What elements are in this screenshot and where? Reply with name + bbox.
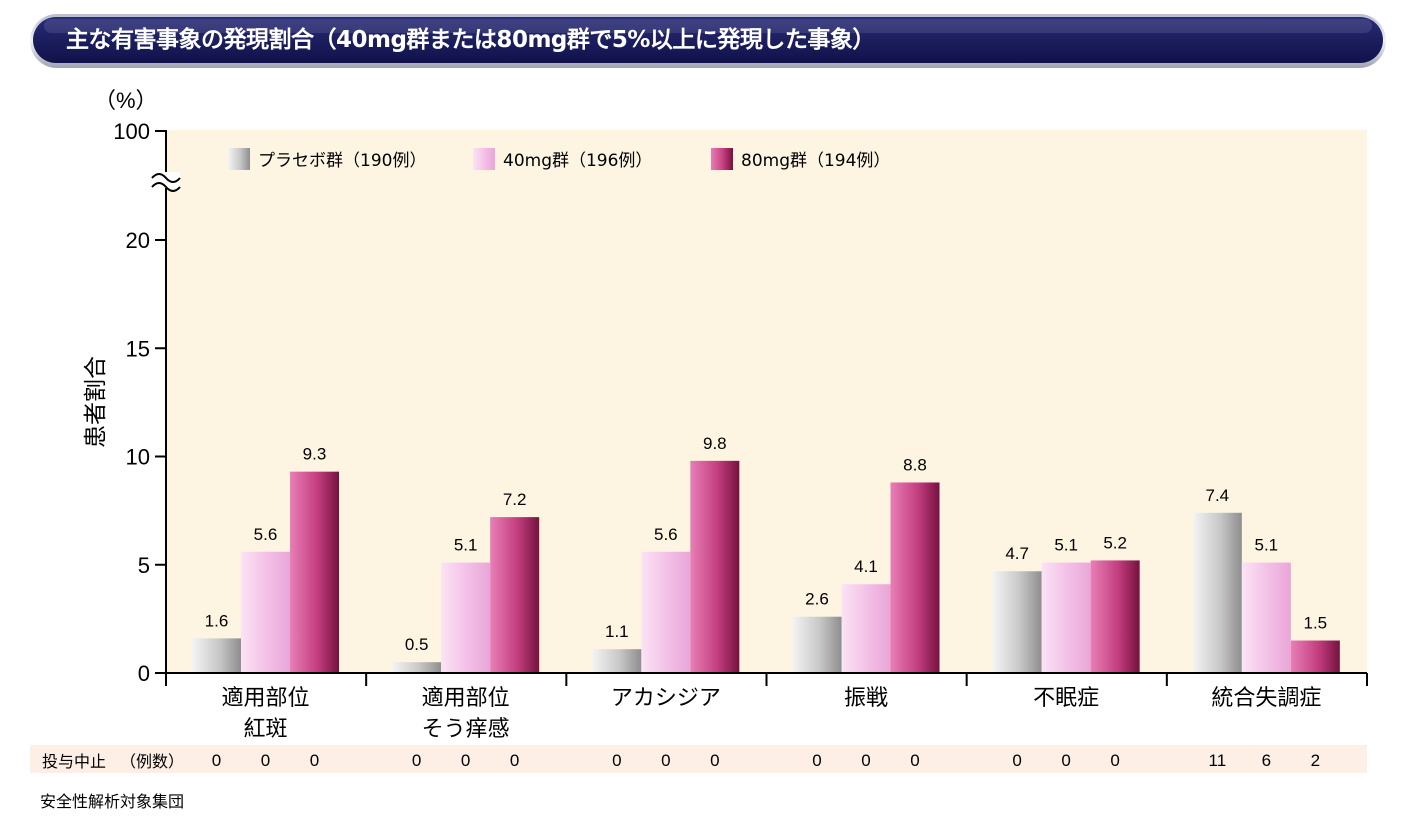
bar-40mg	[241, 551, 290, 673]
discontinuation-count: 0	[1012, 751, 1021, 770]
bar-value-label: 4.7	[1005, 544, 1029, 563]
bar-value-label: 5.2	[1103, 533, 1127, 552]
legend-swatch	[228, 148, 250, 170]
x-category-label: 紅斑	[243, 717, 287, 742]
bar-value-label: 1.6	[205, 611, 229, 630]
bar-placebo	[792, 616, 842, 673]
discontinuation-count: 0	[261, 751, 270, 770]
bar-40mg	[641, 551, 691, 673]
bar-placebo	[592, 649, 642, 673]
bar-40mg	[1241, 562, 1291, 673]
y-tick-label: 20	[126, 228, 150, 253]
bar-80mg	[1290, 640, 1340, 673]
bar-placebo	[1192, 512, 1242, 673]
legend-entry: 40mg群（196例）	[503, 151, 652, 171]
bar-80mg	[290, 471, 339, 673]
discontinuation-count: 0	[1110, 751, 1119, 770]
discontinuation-count: 2	[1311, 751, 1320, 770]
x-category-label: 不眠症	[1033, 686, 1099, 711]
bar-40mg	[841, 584, 891, 673]
discontinuation-count: 11	[1209, 751, 1227, 770]
discontinuation-count: 0	[861, 751, 870, 770]
discontinuation-count: 0	[612, 751, 621, 770]
discontinuation-count: 0	[212, 751, 221, 770]
legend-entry: プラセボ群（190例）	[258, 151, 426, 171]
bar-40mg	[441, 562, 491, 673]
discontinuation-count: 0	[661, 751, 670, 770]
x-category-label: そう痒感	[422, 717, 510, 742]
axis-break-line	[151, 173, 181, 183]
banner-shape	[30, 14, 1386, 68]
bar-value-label: 7.2	[503, 490, 527, 509]
bar-value-label: 8.8	[903, 455, 927, 474]
bar-placebo	[392, 662, 442, 673]
bar-value-label: 5.1	[1255, 536, 1279, 555]
discontinuation-count: 0	[310, 751, 319, 770]
bar-value-label: 1.5	[1304, 614, 1328, 633]
chart-title: 主な有害事象の発現割合（40mg群または80mg群で5%以上に発現した事象）	[66, 27, 875, 53]
bar-placebo	[192, 638, 241, 673]
bar-value-label: 0.5	[405, 635, 429, 654]
bar-80mg	[890, 482, 940, 673]
discontinuation-row	[30, 745, 1367, 773]
y-tick-label: 5	[138, 553, 150, 578]
bar-value-label: 5.6	[254, 525, 278, 544]
y-unit-label: （%）	[94, 88, 158, 113]
axis-break-line	[151, 182, 181, 192]
bar-80mg	[1090, 560, 1140, 673]
discontinuation-count: 0	[812, 751, 821, 770]
y-axis-title: 患者割合	[83, 356, 109, 448]
discontinuation-count: 0	[910, 751, 919, 770]
bar-placebo	[992, 571, 1042, 673]
discontinuation-count: 0	[510, 751, 519, 770]
x-category-label: 振戦	[844, 686, 888, 711]
x-category-label: アカシジア	[611, 686, 721, 711]
bar-value-label: 9.8	[703, 434, 727, 453]
y-tick-label: 10	[126, 445, 150, 470]
discontinuation-count: 0	[461, 751, 470, 770]
discontinuation-label: 投与中止	[42, 752, 106, 771]
x-category-label: 適用部位	[422, 686, 510, 711]
discontinuation-count: 0	[412, 751, 421, 770]
title-banner: 主な有害事象の発現割合（40mg群または80mg群で5%以上に発現した事象）	[30, 14, 1386, 68]
legend-entry: 80mg群（194例）	[741, 151, 890, 171]
bar-value-label: 5.1	[1054, 536, 1078, 555]
discontinuation-count: 0	[710, 751, 719, 770]
y-tick-label: 0	[138, 661, 150, 686]
bar-value-label: 2.6	[805, 590, 829, 609]
y-tick-label: 15	[126, 336, 150, 361]
bar-value-label: 4.1	[854, 557, 878, 576]
discontinuation-count: 0	[1061, 751, 1070, 770]
discontinuation-count: 6	[1262, 751, 1271, 770]
y-tick-label: 100	[113, 119, 150, 144]
x-category-label: 適用部位	[221, 686, 309, 711]
bar-80mg	[490, 517, 540, 673]
legend-swatch	[473, 148, 495, 170]
bar-80mg	[690, 460, 740, 673]
bar-value-label: 5.1	[454, 536, 478, 555]
bar-40mg	[1041, 562, 1091, 673]
bar-value-label: 5.6	[654, 525, 678, 544]
x-category-label: 統合失調症	[1211, 686, 1321, 711]
legend-swatch	[711, 148, 733, 170]
footnote: 安全性解析対象集団	[40, 792, 185, 811]
bar-value-label: 1.1	[605, 622, 629, 641]
plot-area	[166, 130, 1367, 673]
bar-value-label: 9.3	[303, 445, 327, 464]
bar-value-label: 7.4	[1206, 486, 1230, 505]
discontinuation-sublabel: （例数）	[120, 752, 184, 771]
